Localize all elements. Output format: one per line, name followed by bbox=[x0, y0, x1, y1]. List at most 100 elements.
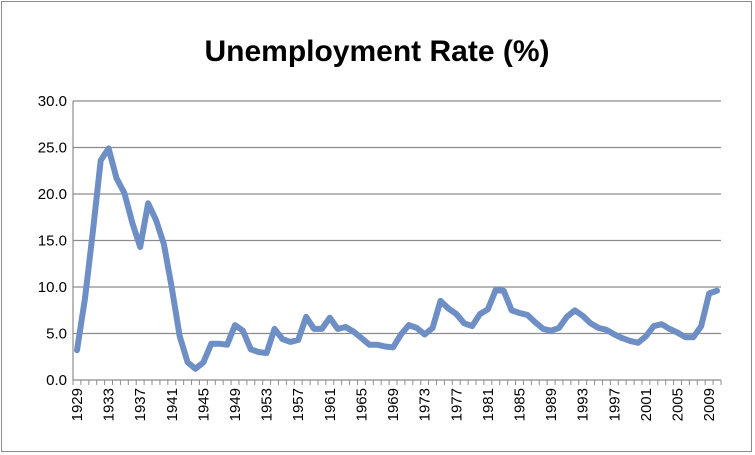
y-tick-label: 20.0 bbox=[38, 186, 67, 203]
data-point bbox=[209, 342, 213, 346]
data-point bbox=[375, 343, 379, 347]
x-tick-label: 1961 bbox=[322, 388, 339, 421]
data-point bbox=[83, 297, 87, 301]
data-point bbox=[478, 312, 482, 316]
data-point bbox=[288, 340, 292, 344]
x-tick-label: 2005 bbox=[670, 388, 687, 421]
data-point bbox=[597, 326, 601, 330]
x-tick-label: 1953 bbox=[259, 388, 276, 421]
data-point bbox=[707, 292, 711, 296]
x-tick-label: 1933 bbox=[101, 388, 118, 421]
data-point bbox=[304, 315, 308, 319]
data-point bbox=[225, 343, 229, 347]
data-point bbox=[565, 315, 569, 319]
data-point bbox=[170, 286, 174, 290]
data-point bbox=[344, 325, 348, 329]
data-point bbox=[660, 322, 664, 326]
x-tick-label: 1989 bbox=[543, 388, 560, 421]
x-tick-label: 1957 bbox=[290, 388, 307, 421]
data-point bbox=[233, 323, 237, 327]
data-point bbox=[162, 242, 166, 246]
data-point bbox=[383, 345, 387, 349]
series-layer bbox=[74, 145, 720, 372]
data-point bbox=[75, 348, 79, 352]
x-tick-label: 1965 bbox=[353, 388, 370, 421]
data-point bbox=[146, 201, 150, 205]
data-point bbox=[359, 336, 363, 340]
data-point bbox=[138, 245, 142, 249]
data-point bbox=[683, 335, 687, 339]
data-point bbox=[194, 367, 198, 371]
data-point bbox=[676, 331, 680, 335]
data-point bbox=[604, 328, 608, 332]
data-point bbox=[367, 343, 371, 347]
gridlines bbox=[73, 100, 721, 335]
data-point bbox=[541, 327, 545, 331]
data-point bbox=[320, 327, 324, 331]
data-point bbox=[612, 332, 616, 336]
axes bbox=[72, 101, 722, 385]
chart-title: Unemployment Rate (%) bbox=[204, 35, 549, 68]
data-point bbox=[462, 321, 466, 325]
y-tick-label: 10.0 bbox=[38, 279, 67, 296]
data-point bbox=[518, 311, 522, 315]
data-point bbox=[589, 321, 593, 325]
data-point bbox=[628, 339, 632, 343]
data-point bbox=[470, 324, 474, 328]
x-tick-label: 1937 bbox=[132, 388, 149, 421]
data-point bbox=[91, 230, 95, 234]
x-tick-label: 1977 bbox=[448, 388, 465, 421]
data-point bbox=[336, 327, 340, 331]
x-tick-label: 1949 bbox=[227, 388, 244, 421]
data-point bbox=[549, 329, 553, 333]
y-tick-label: 30.0 bbox=[38, 93, 67, 110]
data-point bbox=[668, 327, 672, 331]
x-tick-label: 2009 bbox=[701, 388, 718, 421]
data-point bbox=[454, 312, 458, 316]
data-point bbox=[352, 330, 356, 334]
data-point bbox=[636, 341, 640, 345]
data-point bbox=[265, 351, 269, 355]
data-point bbox=[99, 159, 103, 163]
data-point bbox=[573, 308, 577, 312]
data-point bbox=[439, 299, 443, 303]
data-point bbox=[525, 313, 529, 317]
data-point bbox=[328, 316, 332, 320]
series-line bbox=[74, 145, 720, 372]
data-point bbox=[399, 332, 403, 336]
x-tick-label: 1985 bbox=[511, 388, 528, 421]
data-point bbox=[415, 326, 419, 330]
data-point bbox=[557, 326, 561, 330]
data-point bbox=[533, 320, 537, 324]
data-point bbox=[510, 308, 514, 312]
data-point bbox=[486, 307, 490, 311]
data-point bbox=[280, 337, 284, 341]
y-axis-tick-labels: 0.0 5.0 10.0 15.0 20.0 25.0 30.0 bbox=[38, 93, 67, 389]
x-tick-label: 2001 bbox=[638, 388, 655, 421]
data-point bbox=[494, 288, 498, 292]
data-point bbox=[312, 327, 316, 331]
data-point bbox=[107, 146, 111, 150]
y-tick-label: 5.0 bbox=[46, 326, 67, 343]
data-point bbox=[715, 289, 719, 293]
data-point bbox=[122, 191, 126, 195]
x-tick-label: 1973 bbox=[417, 388, 434, 421]
data-point bbox=[273, 327, 277, 331]
x-tick-label: 1941 bbox=[164, 388, 181, 421]
data-point bbox=[699, 324, 703, 328]
data-point bbox=[620, 336, 624, 340]
x-axis-tick-labels: 1929 1933 1937 1941 1945 1949 1953 1957 1961 1965… bbox=[69, 388, 718, 421]
data-point bbox=[407, 323, 411, 327]
x-tick-label: 1997 bbox=[606, 388, 623, 421]
data-point bbox=[446, 306, 450, 310]
x-tick-label: 1969 bbox=[385, 388, 402, 421]
x-tick-label: 1945 bbox=[195, 388, 212, 421]
data-point bbox=[423, 332, 427, 336]
data-point bbox=[178, 334, 182, 338]
y-tick-label: 0.0 bbox=[46, 372, 67, 389]
data-point bbox=[581, 314, 585, 318]
data-point bbox=[130, 221, 134, 225]
data-point bbox=[296, 338, 300, 342]
